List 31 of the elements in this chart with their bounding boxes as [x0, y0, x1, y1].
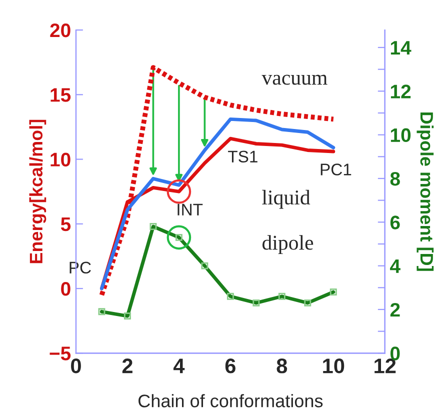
- annotation: PC: [70, 262, 91, 274]
- y-tick-label: 5: [60, 218, 71, 232]
- x-tick-label: 8: [276, 358, 288, 374]
- y2-tick-label: 8: [390, 172, 400, 186]
- x-axis-title: Chain of conformations: [138, 394, 323, 408]
- y2-tick-label: 6: [390, 216, 400, 230]
- x-tick-label: 6: [225, 358, 236, 374]
- x-tick-label: 10: [323, 358, 344, 374]
- annotation: INT: [178, 204, 203, 216]
- y-tick-label: 15: [50, 88, 71, 102]
- y2-tick-label: 10: [390, 128, 411, 142]
- y2-tick-label: 2: [390, 302, 400, 317]
- series-label: liquid: [262, 190, 310, 209]
- annotation: TS1: [228, 150, 258, 163]
- y2-tick-label: 4: [390, 259, 400, 273]
- series-label: dipole: [262, 235, 314, 254]
- series-label: vacuum: [262, 74, 328, 85]
- y2-tick-label: 12: [390, 84, 411, 98]
- y-tick-label: −5: [50, 346, 71, 360]
- y-axis-title: Energy[kcal/mol]: [29, 120, 46, 264]
- x-tick-label: 4: [173, 358, 185, 374]
- x-tick-label: 0: [71, 358, 81, 374]
- x-tick-label: 12: [374, 358, 396, 374]
- x-tick-label: 2: [122, 358, 132, 374]
- y-tick-label: 0: [61, 282, 70, 296]
- y-tick-label: 10: [50, 152, 70, 167]
- y-tick-label: 20: [50, 23, 70, 38]
- y2-axis-title: Dipole moment [D]: [416, 112, 434, 271]
- annotation: PC1: [320, 164, 352, 176]
- y2-tick-label: 0: [390, 346, 400, 360]
- y2-tick-label: 14: [390, 41, 412, 55]
